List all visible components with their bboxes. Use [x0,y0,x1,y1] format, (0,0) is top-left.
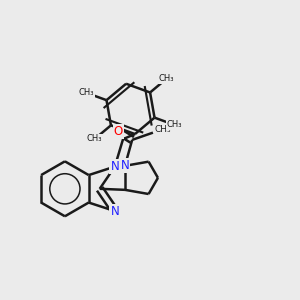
Text: CH₃: CH₃ [159,74,174,83]
Text: CH₃: CH₃ [79,88,94,98]
Text: CH₃: CH₃ [167,120,182,129]
Text: CH₃: CH₃ [154,125,171,134]
Text: O: O [114,125,123,138]
Text: CH₃: CH₃ [87,134,102,143]
Text: N: N [121,159,129,172]
Text: N: N [110,160,119,173]
Text: N: N [110,205,119,218]
